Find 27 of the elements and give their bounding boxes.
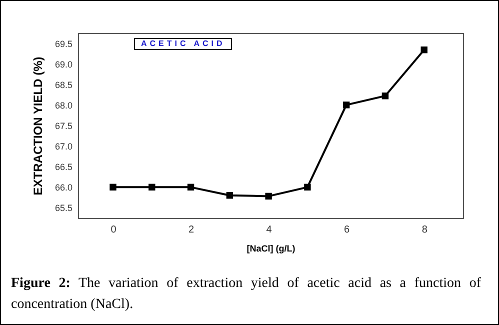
y-tick-label: 68.5 (54, 80, 72, 90)
x-tick-label: 6 (344, 224, 350, 236)
point (110, 184, 116, 191)
point (226, 192, 234, 199)
point (187, 184, 194, 191)
annotation: ACETIC ACID (134, 38, 232, 50)
y-tick-label: 69.0 (54, 59, 72, 70)
point (342, 102, 350, 108)
x-axis-title: [NaCl] (g/L) (246, 244, 296, 254)
y-tick-label: 66.0 (54, 182, 72, 193)
x-tick-label: 8 (422, 224, 428, 236)
x-tick-label: 2 (188, 224, 194, 236)
y-tick-label: 67.5 (54, 121, 72, 131)
y-tick-label: 65.5 (54, 203, 72, 214)
x-tick-label: 0 (110, 224, 117, 236)
point (304, 184, 311, 191)
x-tick-label: 4 (266, 224, 272, 236)
y-tick-label: 66.5 (54, 162, 72, 172)
y-tick-label: 68.0 (54, 100, 72, 110)
point (420, 46, 428, 54)
y-tick-label: 69.5 (54, 38, 72, 49)
point (148, 184, 156, 191)
point (382, 92, 389, 100)
caption: Figure 2: The variation of extraction yield of acetic acid as a function of concentration (NaCl). (11, 275, 481, 314)
point (265, 192, 272, 200)
y-axis-title: EXTRACTION YIELD (%) (30, 56, 45, 196)
y-tick-label: 67.0 (54, 142, 72, 152)
